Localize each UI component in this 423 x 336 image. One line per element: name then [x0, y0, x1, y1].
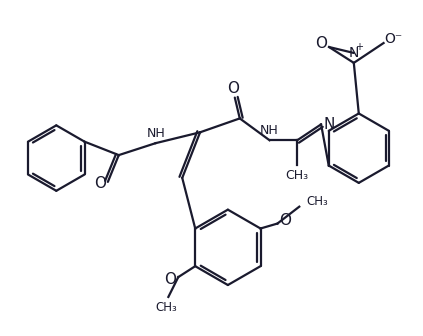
Text: O: O: [315, 36, 327, 50]
Text: O: O: [94, 176, 106, 192]
Text: N: N: [323, 117, 335, 132]
Text: CH₃: CH₃: [306, 195, 328, 208]
Text: O: O: [165, 271, 176, 287]
Text: CH₃: CH₃: [156, 301, 177, 314]
Text: N: N: [349, 46, 359, 60]
Text: O: O: [279, 213, 291, 228]
Text: CH₃: CH₃: [286, 169, 309, 182]
Text: O⁻: O⁻: [385, 32, 403, 46]
Text: NH: NH: [260, 124, 279, 137]
Text: +: +: [355, 42, 363, 52]
Text: NH: NH: [147, 127, 166, 140]
Text: O: O: [227, 81, 239, 96]
